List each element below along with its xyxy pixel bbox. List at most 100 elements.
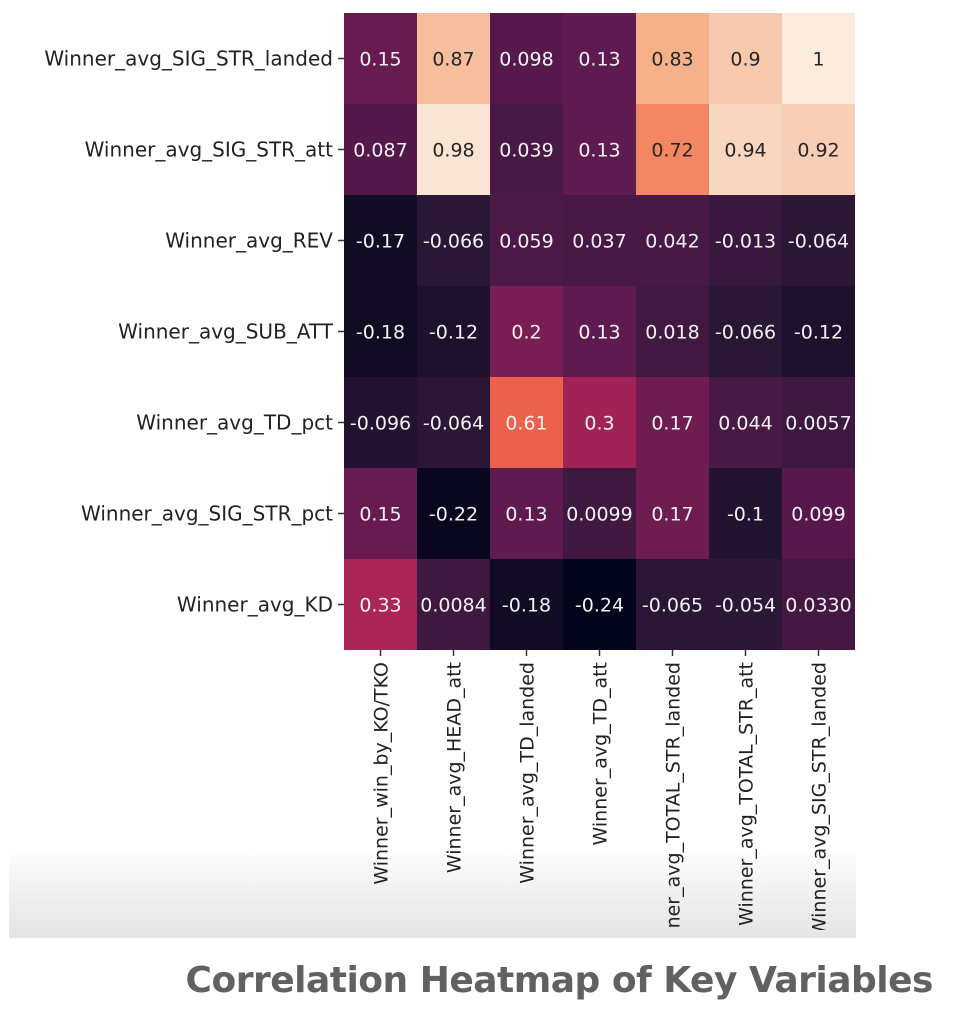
heatmap-cell <box>709 13 782 104</box>
heatmap-cell <box>709 468 782 559</box>
cell-value-label: 0.0330 <box>785 595 851 617</box>
cell-value-label: 0.044 <box>718 413 772 435</box>
heatmap-cell <box>782 13 855 104</box>
heatmap-cell <box>709 104 782 195</box>
cell-value-label: -0.12 <box>429 322 478 344</box>
heatmap-cell <box>490 377 563 468</box>
row-label: Winner_avg_KD <box>177 593 333 617</box>
cell-value-label: 0.17 <box>651 504 693 526</box>
heatmap-figure: 0.15 0.87 0.098 0.13 0.83 0.9 1 0.087 0.98 0.039 0… <box>9 0 856 938</box>
cell-value-label: 0.98 <box>432 140 474 162</box>
cell-value-label: 0.2 <box>511 322 541 344</box>
cell-value-label: 0.087 <box>353 140 407 162</box>
heatmap-cell <box>417 377 490 468</box>
cell-value-label: 0.83 <box>651 49 693 71</box>
cell-value-label: -0.17 <box>356 231 405 253</box>
cell-value-label: 0.17 <box>651 413 693 435</box>
heatmap-cell <box>417 195 490 286</box>
cell-value-label: 0.099 <box>791 504 845 526</box>
heatmap-cell <box>563 195 636 286</box>
heatmap-cell <box>344 559 417 650</box>
cell-value-label: -0.066 <box>715 322 776 344</box>
heatmap-cell <box>636 104 709 195</box>
row-label: Winner_avg_SIG_STR_att <box>85 138 334 162</box>
heatmap-cell <box>782 559 855 650</box>
cell-value-label: 0.039 <box>499 140 553 162</box>
heatmap-cell <box>563 468 636 559</box>
heatmap-cell <box>563 104 636 195</box>
cell-value-label: -0.22 <box>429 504 478 526</box>
correlation-heatmap: 0.15 0.87 0.098 0.13 0.83 0.9 1 0.087 0.98 0.039 0… <box>44 13 855 938</box>
heatmap-cell <box>636 377 709 468</box>
heatmap-cell <box>636 286 709 377</box>
cell-value-label: 0.61 <box>505 413 547 435</box>
column-label: Winner_avg_TD_att <box>590 662 612 845</box>
heatmap-cell <box>417 286 490 377</box>
column-label: Winner_win_by_KO/TKO <box>371 662 393 885</box>
cell-value-label: 0.9 <box>730 49 760 71</box>
cell-value-label: -0.064 <box>423 413 484 435</box>
heatmap-cell <box>490 13 563 104</box>
heatmap-cell <box>344 195 417 286</box>
heatmap-cell-labels: 0.15 0.87 0.098 0.13 0.83 0.9 1 0.087 0.98 0.039 0… <box>350 49 852 617</box>
heatmap-cell <box>782 377 855 468</box>
cell-value-label: 0.87 <box>432 49 474 71</box>
row-label: Winner_avg_SIG_STR_pct <box>81 502 333 526</box>
column-label: Winner_avg_SIG_STR_landed <box>809 662 831 936</box>
heatmap-cell <box>636 559 709 650</box>
heatmap-cell <box>636 195 709 286</box>
heatmap-cell <box>417 559 490 650</box>
heatmap-cell <box>344 468 417 559</box>
row-label: Winner_avg_TD_pct <box>136 411 333 435</box>
cell-value-label: -0.12 <box>794 322 843 344</box>
cell-value-label: 0.33 <box>359 595 401 617</box>
cell-value-label: 1 <box>812 49 824 71</box>
row-label: Winner_avg_REV <box>165 229 333 253</box>
cell-value-label: 0.72 <box>651 140 693 162</box>
column-label: Winner_avg_HEAD_att <box>444 662 466 873</box>
cell-value-label: 0.059 <box>499 231 553 253</box>
column-axis: Winner_win_by_KO/TKO Winner_avg_HEAD_att W… <box>371 650 831 938</box>
cell-value-label: 0.0057 <box>785 413 851 435</box>
cell-value-label: 0.13 <box>578 140 620 162</box>
column-label: Winner_avg_TOTAL_STR_landed <box>663 662 685 938</box>
heatmap-cell <box>490 559 563 650</box>
cell-value-label: -0.054 <box>715 595 776 617</box>
heatmap-cell <box>709 377 782 468</box>
cell-value-label: -0.013 <box>715 231 776 253</box>
heatmap-cell <box>344 377 417 468</box>
heatmap-cell <box>490 286 563 377</box>
column-label: Winner_avg_TOTAL_STR_att <box>736 662 758 926</box>
cell-value-label: 0.13 <box>578 322 620 344</box>
heatmap-cell <box>709 286 782 377</box>
heatmap-cell <box>563 286 636 377</box>
cell-value-label: 0.018 <box>645 322 699 344</box>
heatmap-cell <box>417 104 490 195</box>
cell-value-label: -0.064 <box>788 231 849 253</box>
heatmap-cell <box>782 286 855 377</box>
cell-value-label: 0.042 <box>645 231 699 253</box>
heatmap-cell <box>344 13 417 104</box>
heatmap-cell <box>417 13 490 104</box>
heatmap-cell <box>782 195 855 286</box>
figure-caption: Correlation Heatmap of Key Variables <box>185 960 934 1001</box>
cell-value-label: 0.15 <box>359 504 401 526</box>
row-axis: Winner_avg_SIG_STR_landed Winner_avg_SIG_… <box>44 47 344 617</box>
cell-value-label: -0.066 <box>423 231 484 253</box>
cell-value-label: 0.037 <box>572 231 626 253</box>
cell-value-label: -0.1 <box>727 504 764 526</box>
row-label: Winner_avg_SIG_STR_landed <box>44 47 333 71</box>
cell-value-label: -0.18 <box>356 322 405 344</box>
heatmap-cell <box>490 195 563 286</box>
cell-value-label: 0.0099 <box>566 504 632 526</box>
cell-value-label: -0.065 <box>642 595 703 617</box>
cell-value-label: 0.13 <box>505 504 547 526</box>
heatmap-cell <box>709 559 782 650</box>
heatmap-cell <box>709 195 782 286</box>
heatmap-cell <box>782 104 855 195</box>
cell-value-label: 0.0084 <box>420 595 486 617</box>
cell-value-label: 0.13 <box>578 49 620 71</box>
heatmap-cell <box>636 468 709 559</box>
heatmap-cells <box>344 13 855 650</box>
cell-value-label: -0.096 <box>350 413 411 435</box>
